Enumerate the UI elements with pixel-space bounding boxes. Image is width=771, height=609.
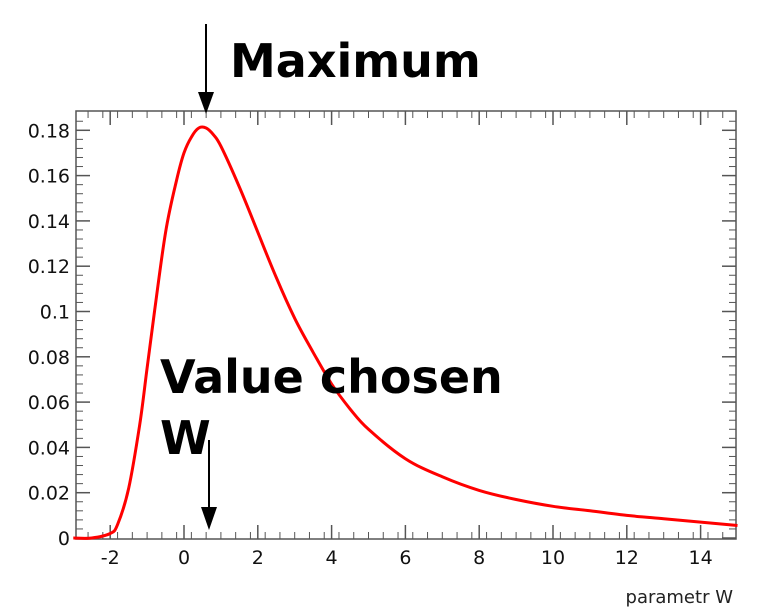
x-tick-label: -2 — [101, 547, 120, 569]
y-tick-label: 0.16 — [28, 166, 70, 188]
x-tick-label: 0 — [178, 547, 190, 569]
y-tick-label: 0 — [58, 528, 70, 550]
y-tick-label: 0.06 — [28, 392, 70, 414]
y-tick-label: 0.02 — [28, 483, 70, 505]
x-tick-label: 14 — [689, 547, 713, 569]
maximum-arrow — [198, 24, 214, 114]
y-tick-label: 0.1 — [40, 302, 70, 324]
x-tick-label: 6 — [399, 547, 411, 569]
y-axis: 0 0.02 0.04 0.06 0.08 0.1 0.12 0.14 0.16 0.18 — [28, 120, 736, 550]
x-tick-label: 8 — [473, 547, 485, 569]
x-axis-label: parametr W — [626, 587, 734, 608]
annotation-value-chosen-line2: W — [160, 411, 211, 465]
x-tick-label: 4 — [326, 547, 338, 569]
plot-frame — [75, 110, 737, 540]
y-tick-label: 0.08 — [28, 347, 70, 369]
x-tick-label: 10 — [541, 547, 565, 569]
x-axis: -2 0 2 4 6 8 10 12 14 — [87, 111, 724, 569]
annotation-value-chosen-line1: Value chosen — [160, 350, 503, 404]
y-tick-label: 0.18 — [28, 120, 70, 142]
x-tick-label: 2 — [252, 547, 264, 569]
y-tick-label: 0.12 — [28, 256, 70, 278]
y-tick-label: 0.04 — [28, 437, 70, 459]
x-tick-label: 12 — [615, 547, 639, 569]
series-line — [73, 125, 738, 540]
value-chosen-arrow — [201, 440, 217, 530]
y-tick-label: 0.14 — [28, 211, 70, 233]
annotation-maximum: Maximum — [230, 34, 481, 88]
